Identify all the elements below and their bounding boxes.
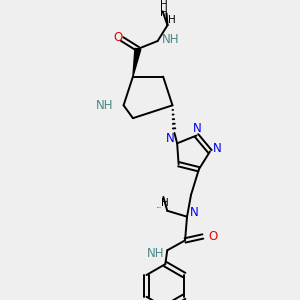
Text: methyl: methyl: [157, 207, 162, 208]
Text: N: N: [190, 206, 198, 219]
Text: N: N: [212, 142, 221, 155]
Text: O: O: [209, 230, 218, 243]
Text: H: H: [161, 198, 169, 208]
Text: NH: NH: [147, 247, 164, 260]
Text: NH: NH: [96, 99, 114, 112]
Polygon shape: [133, 48, 141, 76]
Text: H: H: [168, 15, 175, 25]
Text: O: O: [113, 31, 123, 44]
Text: N: N: [166, 132, 175, 145]
Text: H: H: [160, 0, 167, 11]
Text: NH: NH: [162, 32, 179, 46]
Text: H: H: [160, 8, 167, 18]
Text: N: N: [193, 122, 202, 135]
